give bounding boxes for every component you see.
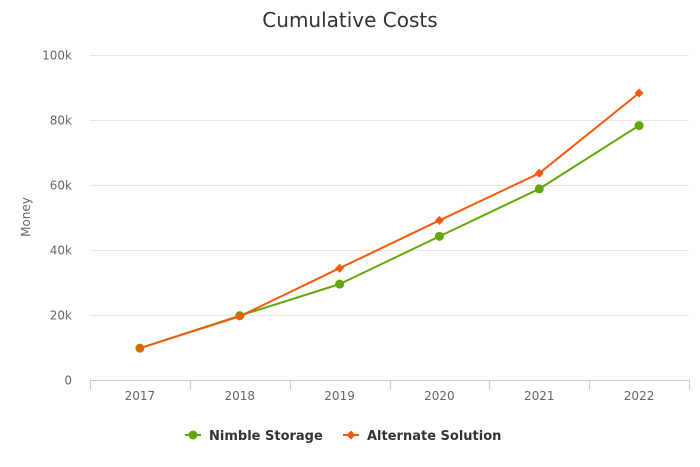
y-tick-label: 80k	[50, 114, 72, 128]
data-point	[534, 168, 544, 178]
series-1	[135, 121, 644, 353]
x-tick-label: 2022	[624, 389, 655, 403]
y-axis-title: Money	[19, 197, 33, 237]
series-line	[138, 92, 641, 350]
series-2	[135, 88, 644, 353]
legend-item[interactable]: Alternate Solution	[343, 429, 501, 444]
data-point	[335, 263, 345, 273]
x-axis	[90, 380, 690, 390]
chart-title: Cumulative Costs	[262, 8, 437, 32]
x-tick-label: 2020	[424, 389, 455, 403]
grid-lines	[90, 55, 689, 316]
y-tick-label: 60k	[50, 179, 72, 193]
y-tick-label: 0	[64, 374, 72, 388]
data-point	[634, 121, 644, 131]
legend[interactable]: Nimble Storage Alternate Solution	[185, 429, 501, 444]
data-point	[534, 184, 544, 194]
x-tick-label: 2021	[524, 389, 555, 403]
x-tick-label: 2019	[324, 389, 355, 403]
data-point	[434, 215, 444, 225]
x-tick-label: 2017	[125, 389, 156, 403]
series-line	[138, 124, 641, 350]
legend-label: Alternate Solution	[367, 429, 501, 444]
data-point	[335, 279, 345, 289]
x-axis-labels: 2017 2018 2019 2020 2021 2022	[125, 389, 655, 403]
data-point	[235, 311, 245, 321]
y-tick-label: 40k	[50, 244, 72, 258]
legend-item[interactable]: Nimble Storage	[185, 429, 323, 444]
legend-label: Nimble Storage	[209, 429, 323, 444]
data-point	[434, 231, 444, 241]
y-axis-labels: 0 20k 40k 60k 80k 100k	[42, 49, 72, 388]
y-tick-label: 20k	[50, 309, 72, 323]
y-tick-label: 100k	[42, 49, 72, 63]
data-point	[135, 343, 145, 353]
x-tick-label: 2018	[224, 389, 255, 403]
series-layer	[135, 88, 644, 353]
legend-marker	[188, 430, 198, 440]
data-point	[634, 88, 644, 98]
legend-marker	[346, 430, 356, 440]
